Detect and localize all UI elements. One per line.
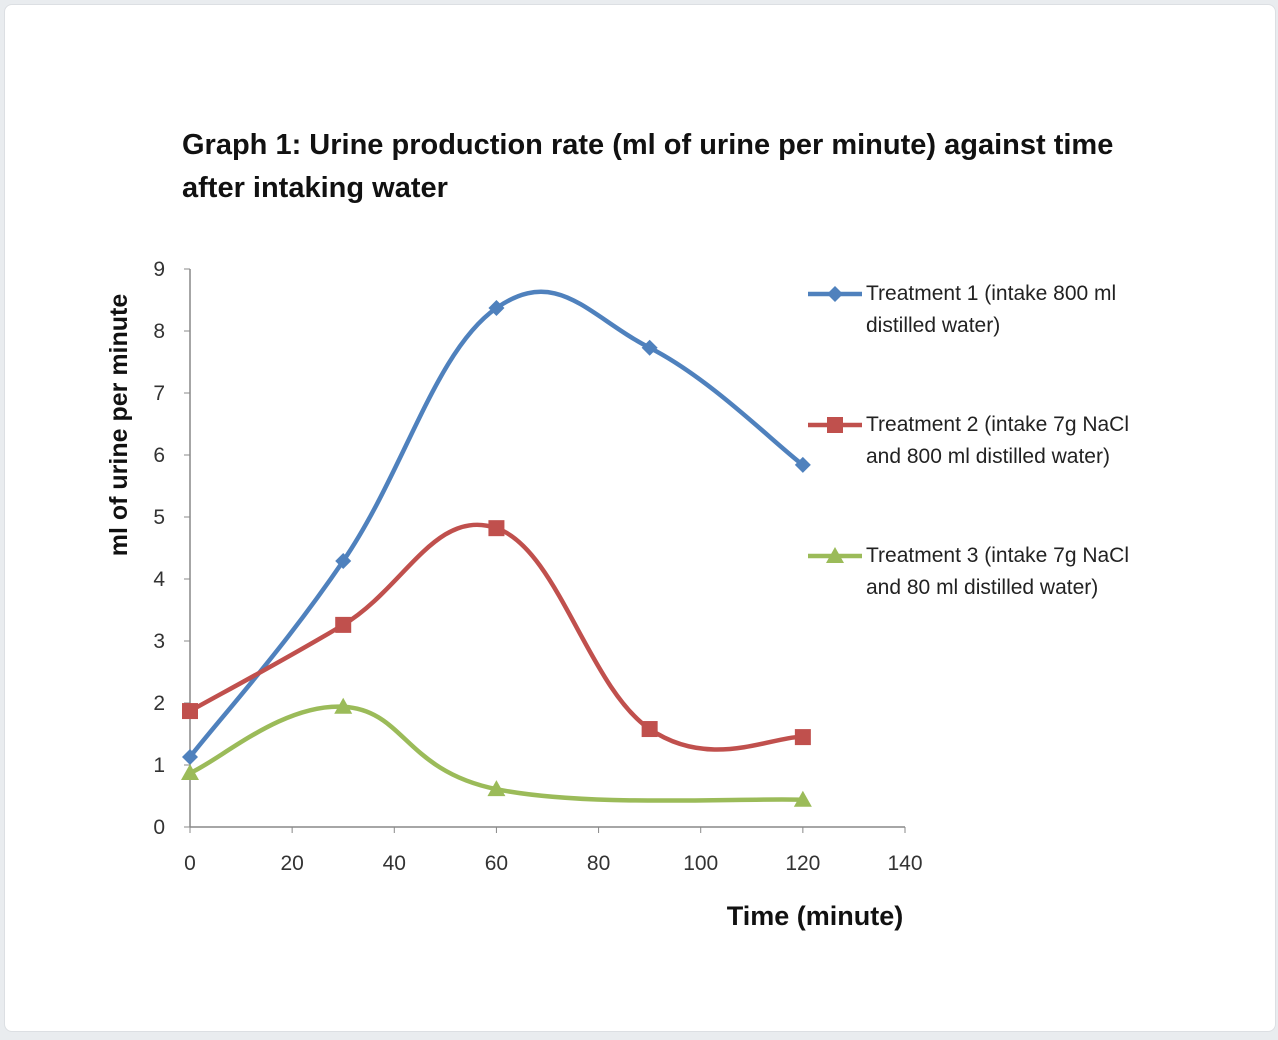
data-point-3 xyxy=(793,790,812,807)
y-tick-label: 2 xyxy=(153,692,165,715)
data-point-2 xyxy=(794,729,811,746)
y-axis-label: ml of urine per minute xyxy=(105,294,133,557)
legend-marker-2 xyxy=(827,417,843,433)
x-axis-label: Time (minute) xyxy=(727,901,904,931)
series-line-1 xyxy=(188,289,805,759)
legend-marker-3 xyxy=(826,547,844,563)
chart-frame xyxy=(4,4,1276,1032)
legend-marker-1 xyxy=(827,286,843,302)
series-line-3 xyxy=(189,704,803,803)
legend-label-3: Treatment 3 (intake 7g NaCl and 80 ml di… xyxy=(866,544,1130,599)
y-tick-label: 3 xyxy=(153,630,165,653)
data-point-1 xyxy=(335,553,352,570)
y-tick-label: 0 xyxy=(153,816,165,839)
data-point-3 xyxy=(334,697,353,714)
y-tick-label: 7 xyxy=(153,382,165,405)
legend-label-1: Treatment 1 (intake 800 ml distilled wat… xyxy=(866,282,1117,337)
y-tick-label: 1 xyxy=(153,754,165,777)
data-point-1 xyxy=(794,456,811,473)
data-point-3 xyxy=(181,764,199,781)
x-tick-label: 100 xyxy=(683,852,718,875)
x-tick-label: 80 xyxy=(587,852,610,875)
y-tick-label: 6 xyxy=(153,444,165,467)
x-tick-label: 140 xyxy=(887,852,922,875)
x-tick-label: 20 xyxy=(280,852,303,875)
x-tick-label: 60 xyxy=(485,852,508,875)
data-point-1 xyxy=(641,339,658,356)
y-tick-label: 8 xyxy=(153,320,165,343)
series-line-2 xyxy=(188,522,803,752)
data-point-2 xyxy=(182,703,198,720)
data-point-2 xyxy=(641,721,658,738)
y-tick-label: 5 xyxy=(153,506,165,529)
chart-title: Graph 1: Urine production rate (ml of ur… xyxy=(182,129,1114,204)
legend-label-2: Treatment 2 (intake 7g NaCl and 800 ml d… xyxy=(866,413,1130,468)
data-point-1 xyxy=(182,748,198,765)
y-tick-label: 4 xyxy=(153,568,165,591)
x-tick-label: 0 xyxy=(184,852,196,875)
x-tick-label: 120 xyxy=(785,852,820,875)
data-point-1 xyxy=(488,300,505,317)
y-tick-label: 9 xyxy=(153,258,165,281)
data-point-3 xyxy=(487,780,506,797)
x-tick-label: 40 xyxy=(383,852,406,875)
data-point-2 xyxy=(488,520,505,537)
data-point-2 xyxy=(335,616,352,633)
